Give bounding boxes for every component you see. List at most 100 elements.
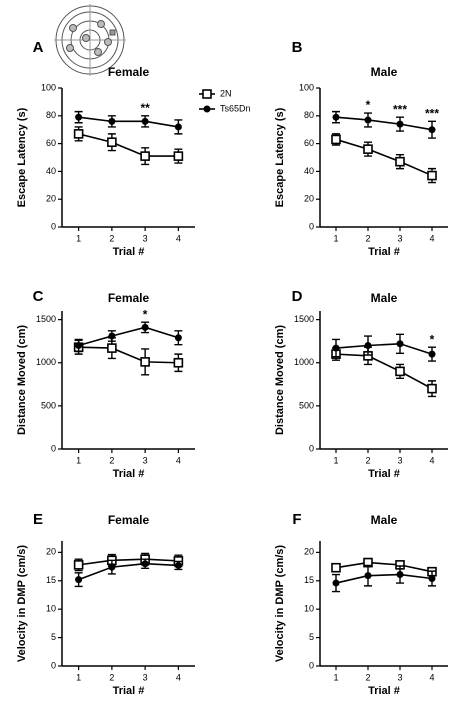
y-tick-label: 10 <box>304 604 314 614</box>
marker <box>396 340 404 348</box>
legend-label: Ts65Dn <box>220 103 251 113</box>
panel-title: Male <box>371 513 398 527</box>
maze-icon <box>54 4 126 76</box>
y-tick-label: 1500 <box>36 314 56 324</box>
y-tick-label: 60 <box>46 138 56 148</box>
y-tick-label: 1000 <box>294 357 314 367</box>
marker <box>174 334 182 342</box>
series-line <box>78 562 179 581</box>
panel-letter: D <box>292 288 303 305</box>
x-tick-label: 2 <box>109 672 114 682</box>
marker <box>174 123 182 131</box>
legend-marker <box>202 89 212 99</box>
marker <box>396 120 404 128</box>
y-tick-label: 100 <box>299 82 314 92</box>
marker <box>141 560 149 568</box>
marker <box>332 344 340 352</box>
y-tick-label: 0 <box>309 443 314 453</box>
marker <box>427 383 437 394</box>
x-axis-label: Trial # <box>113 246 145 258</box>
x-tick-label: 1 <box>333 455 338 465</box>
x-tick-label: 4 <box>176 455 181 465</box>
significance: * <box>143 307 148 321</box>
x-axis-label: Trial # <box>113 468 145 480</box>
series-line <box>335 342 433 355</box>
y-tick-label: 0 <box>51 443 56 453</box>
marker <box>75 576 83 584</box>
series-line <box>335 116 433 131</box>
panel-letter: B <box>292 39 303 56</box>
y-tick-label: 500 <box>41 400 56 410</box>
marker <box>427 170 437 181</box>
marker <box>173 151 184 161</box>
y-axis-label: Velocity in DMP (cm/s) <box>274 545 286 663</box>
x-tick-label: 3 <box>143 455 148 465</box>
marker <box>140 151 150 161</box>
significance: *** <box>425 107 439 121</box>
y-tick-label: 20 <box>304 194 314 204</box>
marker <box>331 562 341 573</box>
y-axis-label: Distance Moved (cm) <box>16 325 28 435</box>
y-axis-label: Escape Latency (s) <box>16 107 28 207</box>
panel-title: Female <box>108 513 150 527</box>
marker <box>428 126 436 134</box>
legend-label: 2N <box>220 88 232 98</box>
y-tick-label: 60 <box>304 138 314 148</box>
y-tick-label: 80 <box>304 110 314 120</box>
x-tick-label: 2 <box>365 233 370 243</box>
marker <box>332 579 340 587</box>
panel-title: Male <box>371 291 398 305</box>
marker <box>174 561 182 569</box>
y-tick-label: 0 <box>51 660 56 670</box>
y-tick-label: 500 <box>299 400 314 410</box>
marker <box>395 366 405 377</box>
y-tick-label: 20 <box>46 194 56 204</box>
series-line <box>78 558 179 566</box>
x-tick-label: 2 <box>109 233 114 243</box>
marker <box>107 137 117 148</box>
y-tick-label: 10 <box>46 604 56 614</box>
marker <box>75 342 83 349</box>
y-tick-label: 0 <box>51 221 56 231</box>
x-tick-label: 1 <box>333 233 338 243</box>
x-axis-label: Trial # <box>113 685 145 697</box>
y-tick-label: 5 <box>309 632 314 642</box>
x-tick-label: 4 <box>429 455 434 465</box>
series-line <box>335 138 433 177</box>
marker <box>428 350 436 358</box>
significance: ** <box>140 101 150 115</box>
x-tick-label: 2 <box>365 455 370 465</box>
marker <box>364 342 372 349</box>
marker <box>364 116 372 124</box>
y-axis-label: Velocity in DMP (cm/s) <box>16 545 28 663</box>
x-tick-label: 4 <box>429 672 434 682</box>
y-axis-label: Distance Moved (cm) <box>274 325 286 435</box>
panel-title: Male <box>371 65 398 79</box>
marker <box>141 323 149 331</box>
x-tick-label: 1 <box>76 233 81 243</box>
panel-letter: A <box>33 39 44 56</box>
y-tick-label: 20 <box>46 547 56 557</box>
x-axis-label: Trial # <box>368 468 400 480</box>
series-line <box>78 133 179 157</box>
y-tick-label: 100 <box>41 82 56 92</box>
panel-letter: E <box>33 511 43 528</box>
y-tick-label: 20 <box>304 547 314 557</box>
x-tick-label: 4 <box>176 233 181 243</box>
marker <box>108 117 116 125</box>
series-line <box>78 326 179 347</box>
marker <box>140 357 150 367</box>
x-tick-label: 2 <box>365 672 370 682</box>
y-tick-label: 40 <box>304 166 314 176</box>
x-tick-label: 4 <box>429 233 434 243</box>
series-line <box>78 346 179 364</box>
y-tick-label: 0 <box>309 660 314 670</box>
marker <box>395 156 405 167</box>
x-tick-label: 3 <box>397 672 402 682</box>
x-tick-label: 3 <box>397 233 402 243</box>
series-line <box>78 116 179 128</box>
x-tick-label: 3 <box>143 672 148 682</box>
series-line <box>335 573 433 584</box>
y-axis-label: Escape Latency (s) <box>274 107 286 207</box>
